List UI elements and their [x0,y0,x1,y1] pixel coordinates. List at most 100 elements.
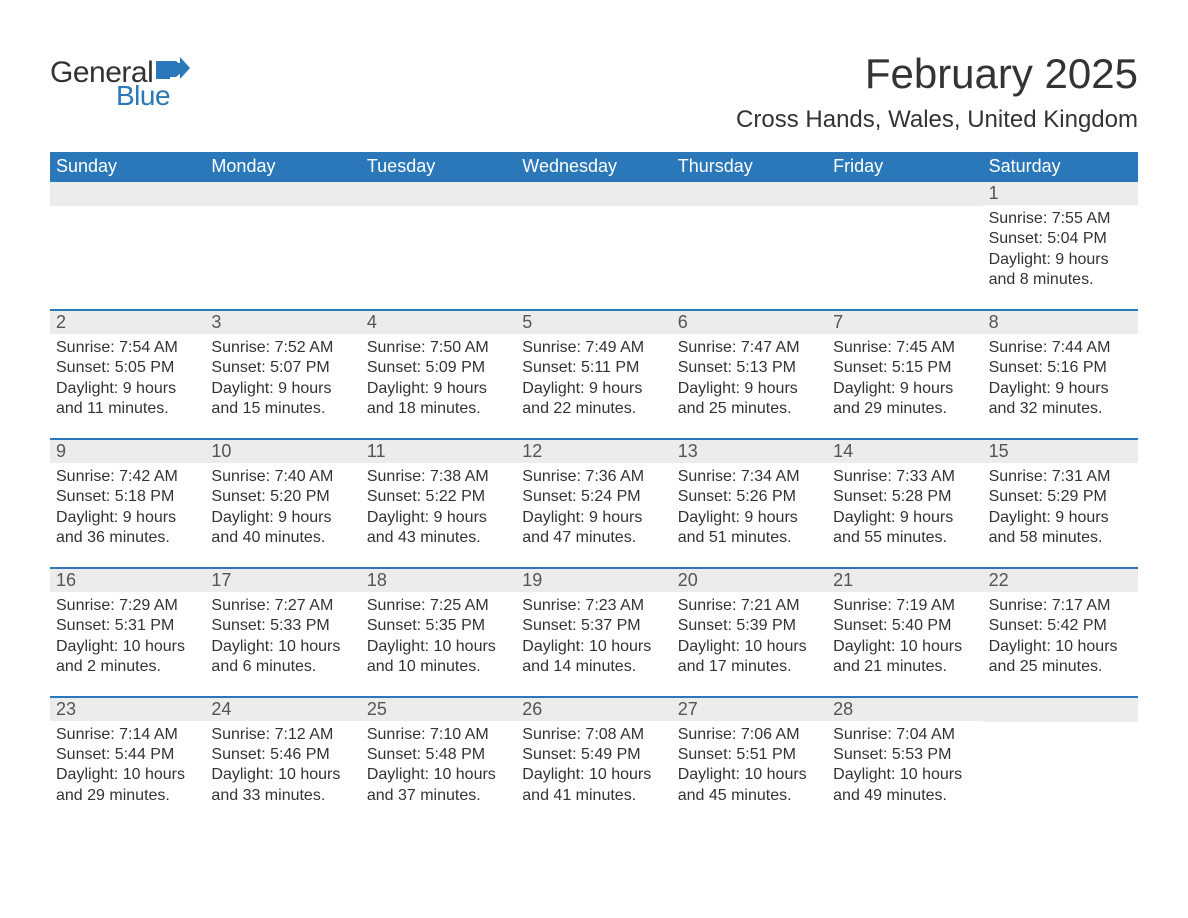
day-number: 1 [989,183,999,203]
day-cell: 22Sunrise: 7:17 AMSunset: 5:42 PMDayligh… [983,569,1138,696]
daylight-line-1: Daylight: 10 hours [520,765,667,785]
weekday-header: Wednesday [516,152,671,182]
day-cell: 20Sunrise: 7:21 AMSunset: 5:39 PMDayligh… [672,569,827,696]
daylight-line-1: Daylight: 9 hours [209,508,356,528]
sunrise-line: Sunrise: 7:38 AM [365,467,512,487]
empty-day-cell [516,182,671,309]
calendar: SundayMondayTuesdayWednesdayThursdayFrid… [50,152,1138,824]
day-cell: 16Sunrise: 7:29 AMSunset: 5:31 PMDayligh… [50,569,205,696]
calendar-week: 16Sunrise: 7:29 AMSunset: 5:31 PMDayligh… [50,567,1138,696]
sunset-line: Sunset: 5:05 PM [54,358,201,378]
sunset-line: Sunset: 5:28 PM [831,487,978,507]
daylight-line-1: Daylight: 9 hours [54,508,201,528]
sunset-line: Sunset: 5:40 PM [831,616,978,636]
sunrise-line: Sunrise: 7:52 AM [209,338,356,358]
day-number: 23 [56,699,76,719]
day-number: 7 [833,312,843,332]
weekday-header: Friday [827,152,982,182]
daylight-line-2: and 10 minutes. [365,657,512,677]
logo-text-blue: Blue [116,82,190,110]
day-number: 4 [367,312,377,332]
daylight-line-1: Daylight: 9 hours [987,250,1134,270]
sunset-line: Sunset: 5:35 PM [365,616,512,636]
location: Cross Hands, Wales, United Kingdom [736,106,1138,134]
sunrise-line: Sunrise: 7:36 AM [520,467,667,487]
daylight-line-2: and 40 minutes. [209,528,356,548]
day-number: 25 [367,699,387,719]
daylight-line-2: and 8 minutes. [987,270,1134,290]
daylight-line-1: Daylight: 9 hours [365,379,512,399]
daylight-line-1: Daylight: 9 hours [987,508,1134,528]
sunrise-line: Sunrise: 7:49 AM [520,338,667,358]
day-number: 28 [833,699,853,719]
daylight-line-1: Daylight: 10 hours [365,637,512,657]
daylight-line-2: and 18 minutes. [365,399,512,419]
sunrise-line: Sunrise: 7:44 AM [987,338,1134,358]
sunrise-line: Sunrise: 7:19 AM [831,596,978,616]
day-number: 15 [989,441,1009,461]
sunrise-line: Sunrise: 7:23 AM [520,596,667,616]
daylight-line-1: Daylight: 10 hours [365,765,512,785]
daylight-line-1: Daylight: 9 hours [209,379,356,399]
daylight-line-2: and 45 minutes. [676,786,823,806]
day-cell: 8Sunrise: 7:44 AMSunset: 5:16 PMDaylight… [983,311,1138,438]
daylight-line-1: Daylight: 9 hours [520,379,667,399]
sunset-line: Sunset: 5:22 PM [365,487,512,507]
day-number: 6 [678,312,688,332]
day-number: 21 [833,570,853,590]
sunrise-line: Sunrise: 7:14 AM [54,725,201,745]
logo: General Blue [50,50,190,110]
sunset-line: Sunset: 5:49 PM [520,745,667,765]
day-cell: 3Sunrise: 7:52 AMSunset: 5:07 PMDaylight… [205,311,360,438]
sunrise-line: Sunrise: 7:17 AM [987,596,1134,616]
sunset-line: Sunset: 5:42 PM [987,616,1134,636]
day-cell: 19Sunrise: 7:23 AMSunset: 5:37 PMDayligh… [516,569,671,696]
day-cell: 11Sunrise: 7:38 AMSunset: 5:22 PMDayligh… [361,440,516,567]
day-cell: 28Sunrise: 7:04 AMSunset: 5:53 PMDayligh… [827,698,982,825]
daylight-line-2: and 47 minutes. [520,528,667,548]
title-block: February 2025 Cross Hands, Wales, United… [736,50,1138,146]
day-cell: 9Sunrise: 7:42 AMSunset: 5:18 PMDaylight… [50,440,205,567]
daylight-line-1: Daylight: 10 hours [987,637,1134,657]
sunrise-line: Sunrise: 7:40 AM [209,467,356,487]
calendar-week: 2Sunrise: 7:54 AMSunset: 5:05 PMDaylight… [50,309,1138,438]
sunset-line: Sunset: 5:16 PM [987,358,1134,378]
sunset-line: Sunset: 5:29 PM [987,487,1134,507]
sunset-line: Sunset: 5:39 PM [676,616,823,636]
sunset-line: Sunset: 5:33 PM [209,616,356,636]
empty-day-cell [983,698,1138,825]
day-number: 24 [211,699,231,719]
daylight-line-2: and 29 minutes. [54,786,201,806]
day-number: 3 [211,312,221,332]
sunset-line: Sunset: 5:11 PM [520,358,667,378]
sunrise-line: Sunrise: 7:34 AM [676,467,823,487]
daylight-line-2: and 25 minutes. [987,657,1134,677]
day-number: 19 [522,570,542,590]
day-number: 2 [56,312,66,332]
sunrise-line: Sunrise: 7:55 AM [987,209,1134,229]
sunset-line: Sunset: 5:26 PM [676,487,823,507]
sunrise-line: Sunrise: 7:06 AM [676,725,823,745]
daylight-line-2: and 36 minutes. [54,528,201,548]
calendar-week: 9Sunrise: 7:42 AMSunset: 5:18 PMDaylight… [50,438,1138,567]
day-cell: 2Sunrise: 7:54 AMSunset: 5:05 PMDaylight… [50,311,205,438]
day-cell: 5 Sunrise: 7:49 AMSunset: 5:11 PMDaylight… [516,311,671,438]
daylight-line-1: Daylight: 10 hours [54,765,201,785]
day-cell: 4Sunrise: 7:50 AMSunset: 5:09 PMDaylight… [361,311,516,438]
daylight-line-2: and 51 minutes. [676,528,823,548]
day-cell: 27Sunrise: 7:06 AMSunset: 5:51 PMDayligh… [672,698,827,825]
daylight-line-1: Daylight: 9 hours [831,379,978,399]
daylight-line-2: and 29 minutes. [831,399,978,419]
day-number: 5 [522,312,532,332]
day-cell: 24Sunrise: 7:12 AMSunset: 5:46 PMDayligh… [205,698,360,825]
daylight-line-2: and 43 minutes. [365,528,512,548]
weekday-header-row: SundayMondayTuesdayWednesdayThursdayFrid… [50,152,1138,182]
daylight-line-2: and 6 minutes. [209,657,356,677]
daylight-line-1: Daylight: 10 hours [831,765,978,785]
sunset-line: Sunset: 5:13 PM [676,358,823,378]
sunset-line: Sunset: 5:09 PM [365,358,512,378]
sunrise-line: Sunrise: 7:10 AM [365,725,512,745]
daylight-line-1: Daylight: 9 hours [520,508,667,528]
day-number: 20 [678,570,698,590]
sunrise-line: Sunrise: 7:08 AM [520,725,667,745]
